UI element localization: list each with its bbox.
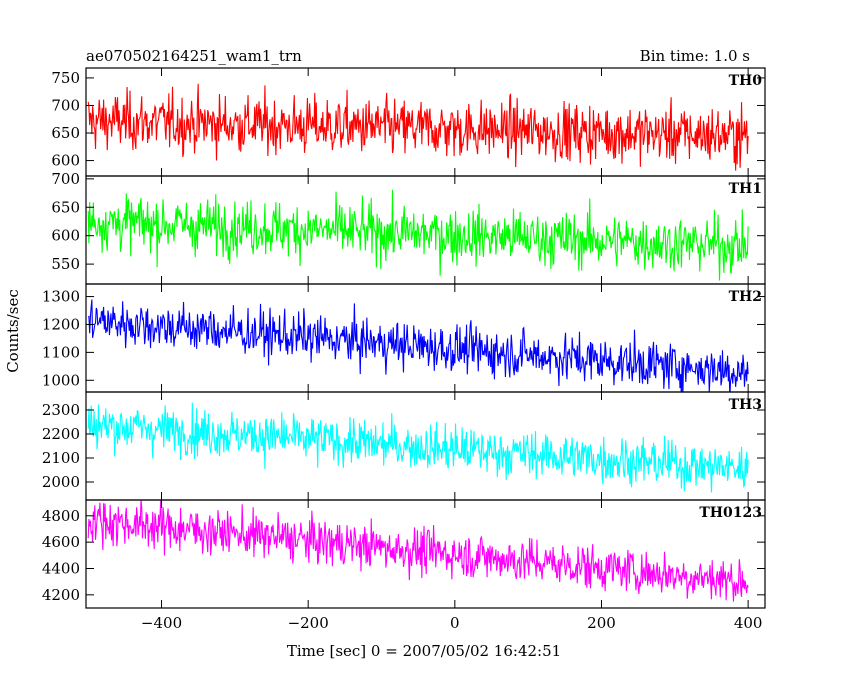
series-line-th0123 (87, 500, 749, 602)
y-tick-label-th3: 2300 (42, 401, 80, 419)
panel-frame-th0123 (85, 499, 766, 609)
y-tick-label-th3: 2000 (42, 473, 80, 491)
series-line-th3 (87, 402, 749, 493)
y-tick-label-th1: 600 (51, 227, 80, 245)
panel-th3: 2000 2100 2200 2300 TH3 (42, 391, 766, 501)
y-tick-label-th2: 1200 (42, 315, 80, 333)
x-tick-label: 400 (734, 614, 763, 632)
panel-th1: 550 600 650 700 TH1 (51, 170, 766, 285)
x-tick-label: 200 (587, 614, 616, 632)
series-line-th1 (87, 189, 749, 281)
y-tick-label-th3: 2200 (42, 425, 80, 443)
x-tick-label: 0 (450, 614, 460, 632)
y-tick-label-th2: 1100 (42, 343, 80, 361)
panel-label-th0: TH0 (729, 73, 763, 89)
y-tick-label-th0: 700 (51, 96, 80, 114)
panel-label-th3: TH3 (729, 397, 762, 413)
x-axis-label: Time [sec] 0 = 2007/05/02 16:42:51 (287, 642, 561, 660)
y-tick-label-th0: 600 (51, 152, 80, 170)
series-line-th2 (87, 299, 749, 392)
y-tick-label-th1: 700 (51, 170, 80, 188)
panel-label-th0123: TH0123 (699, 505, 762, 521)
panel-label-th1: TH1 (729, 181, 762, 197)
y-tick-label-th3: 2100 (42, 449, 80, 467)
y-tick-label-th0123: 4800 (42, 507, 80, 525)
figure-title: ae070502164251_wam1_trn (86, 47, 302, 65)
panel-th0: 600 650 700 750 TH0 (51, 67, 766, 177)
series-line-th0 (87, 83, 749, 171)
y-tick-label-th0: 750 (51, 69, 80, 87)
y-axis-label: Counts/sec (4, 289, 22, 373)
panel-th0123: 4200 4400 4600 4800 TH0123 (42, 499, 766, 609)
y-tick-label-th0123: 4400 (42, 559, 80, 577)
y-tick-label-th2: 1000 (42, 371, 80, 389)
y-tick-label-th0123: 4200 (42, 586, 80, 604)
y-tick-label-th0: 650 (51, 124, 80, 142)
x-tick-label: −400 (141, 614, 182, 632)
x-tick-label: −200 (288, 614, 329, 632)
y-tick-label-th1: 650 (51, 198, 80, 216)
panel-th2: 1000 1100 1200 1300 TH2 (42, 283, 766, 393)
y-tick-label-th0123: 4600 (42, 533, 80, 551)
y-tick-label-th2: 1300 (42, 288, 80, 306)
y-tick-label-th1: 550 (51, 255, 80, 273)
bin-time-label: Bin time: 1.0 s (640, 47, 750, 65)
panels-group: 600 650 700 750 TH0 550 600 650 700 TH1 1000 1100 12… (42, 67, 766, 632)
panel-label-th2: TH2 (729, 289, 762, 305)
